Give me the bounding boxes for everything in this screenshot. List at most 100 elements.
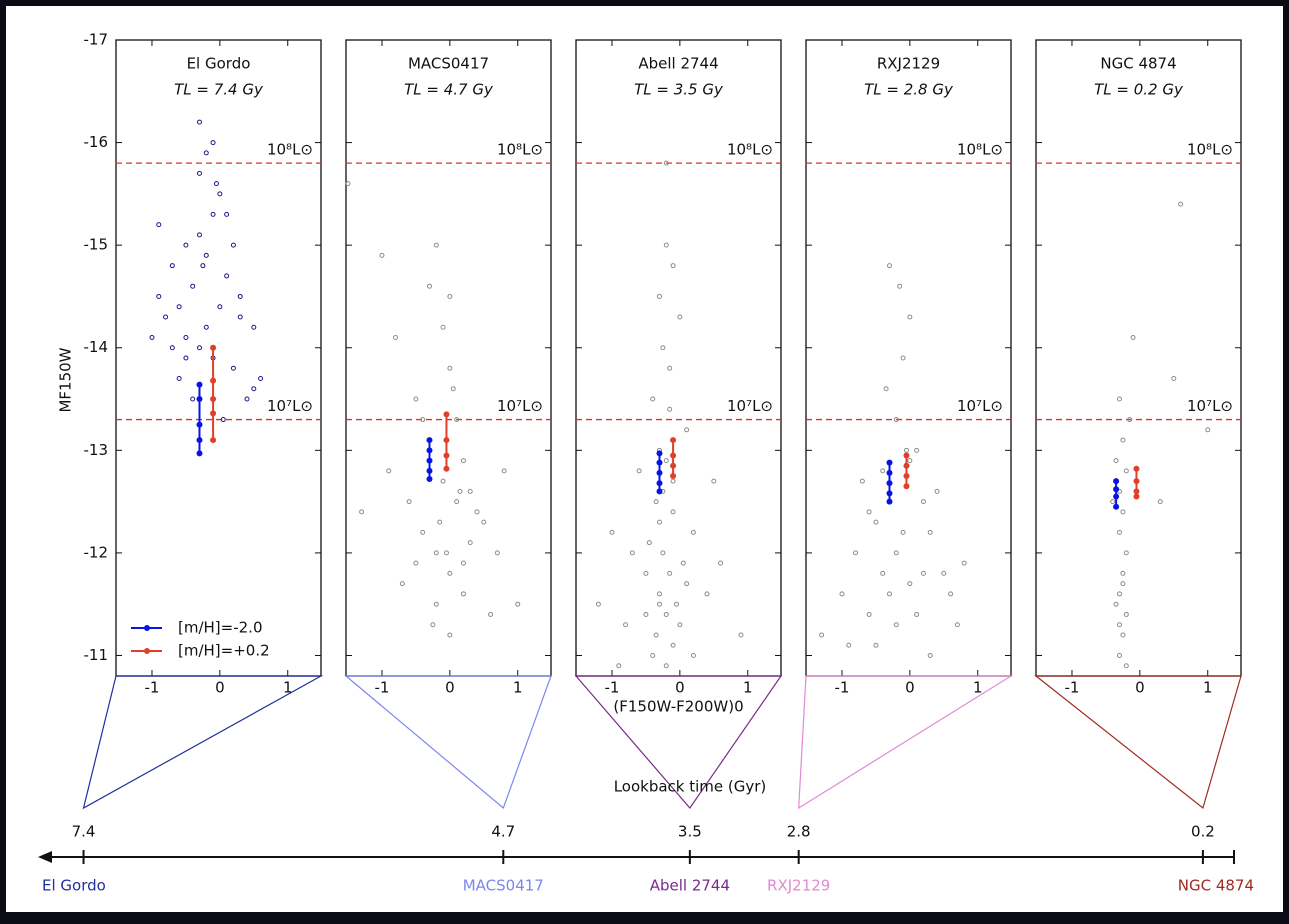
track-point — [656, 488, 663, 495]
galaxy-point — [149, 334, 155, 340]
timeline-tick-label: 2.8 — [787, 823, 811, 841]
galaxy-point — [684, 427, 690, 433]
galaxy-point — [670, 509, 676, 515]
galaxy-point — [948, 591, 954, 597]
track-point — [196, 381, 203, 388]
galaxy-point — [494, 550, 500, 556]
galaxy-point — [203, 324, 209, 330]
track-point — [426, 447, 433, 454]
galaxy-point — [866, 509, 872, 515]
galaxy-point — [595, 601, 601, 607]
track-point — [426, 457, 433, 464]
galaxy-point — [656, 293, 662, 299]
galaxy-point — [880, 468, 886, 474]
galaxy-point — [217, 304, 223, 310]
panel-title: MACS0417 — [408, 55, 489, 73]
x-tick-label: -1 — [374, 679, 389, 697]
reference-label: 10⁸L⊙ — [267, 141, 313, 159]
galaxy-point — [907, 458, 913, 464]
galaxy-point — [846, 642, 852, 648]
galaxy-point — [447, 293, 453, 299]
y-axis-label: MF150W — [57, 347, 75, 412]
track-point — [210, 377, 217, 384]
galaxy-point — [680, 560, 686, 566]
y-tick-label: -16 — [84, 133, 109, 151]
galaxy-point — [210, 211, 216, 217]
timeline-tick-label: 4.7 — [491, 823, 515, 841]
galaxy-point — [1130, 334, 1136, 340]
x-axis-label: (F150W-F200W)0 — [613, 698, 743, 716]
track-point — [656, 450, 663, 457]
galaxy-point — [413, 396, 419, 402]
track-point — [210, 344, 217, 351]
galaxy-point — [839, 591, 845, 597]
galaxy-point — [217, 191, 223, 197]
galaxy-point — [663, 160, 669, 166]
timeline-tick-label: 3.5 — [678, 823, 702, 841]
reference-label: 10⁷L⊙ — [727, 397, 773, 415]
galaxy-point — [488, 611, 494, 617]
galaxy-point — [379, 252, 385, 258]
reference-label: 10⁷L⊙ — [267, 397, 313, 415]
track-point — [210, 396, 217, 403]
galaxy-point — [447, 570, 453, 576]
x-tick-label: 0 — [905, 679, 915, 697]
galaxy-point — [1116, 591, 1122, 597]
galaxy-point — [711, 478, 717, 484]
galaxy-point — [656, 591, 662, 597]
galaxy-point — [660, 345, 666, 351]
galaxy-point — [230, 242, 236, 248]
x-tick-label: 0 — [445, 679, 455, 697]
track-point — [886, 459, 893, 466]
galaxy-point — [460, 560, 466, 566]
galaxy-point — [883, 386, 889, 392]
galaxy-point — [961, 560, 967, 566]
track-point — [443, 411, 450, 418]
galaxy-point — [224, 273, 230, 279]
track-point — [886, 480, 893, 487]
cluster-name: Abell 2744 — [650, 877, 730, 895]
galaxy-point — [258, 376, 264, 382]
galaxy-point — [426, 283, 432, 289]
galaxy-point — [443, 550, 449, 556]
galaxy-point — [169, 345, 175, 351]
track-point — [670, 452, 677, 459]
galaxy-point — [900, 355, 906, 361]
galaxy-point — [467, 540, 473, 546]
galaxy-point — [1113, 458, 1119, 464]
galaxy-point — [1120, 570, 1126, 576]
track-point — [886, 469, 893, 476]
galaxy-point — [629, 550, 635, 556]
galaxy-point — [673, 601, 679, 607]
galaxy-point — [454, 417, 460, 423]
galaxy-point — [903, 447, 909, 453]
galaxy-point — [1171, 376, 1177, 382]
galaxy-point — [420, 417, 426, 423]
track-point — [1113, 478, 1120, 485]
galaxy-point — [920, 570, 926, 576]
galaxy-point — [907, 581, 913, 587]
reference-label: 10⁸L⊙ — [1187, 141, 1233, 159]
galaxy-point — [920, 499, 926, 505]
galaxy-point — [420, 529, 426, 535]
galaxy-point — [450, 386, 456, 392]
galaxy-point — [430, 622, 436, 628]
track-point — [1133, 465, 1140, 472]
galaxy-point — [718, 560, 724, 566]
timeline-tick-label: 0.2 — [1191, 823, 1215, 841]
track-point — [196, 396, 203, 403]
reference-label: 10⁸L⊙ — [497, 141, 543, 159]
track-point — [670, 462, 677, 469]
galaxy-point — [220, 417, 226, 423]
galaxy-point — [1123, 468, 1129, 474]
x-tick-label: 1 — [973, 679, 983, 697]
galaxy-point — [1120, 581, 1126, 587]
x-tick-label: 0 — [215, 679, 225, 697]
track-point — [1133, 488, 1140, 495]
galaxy-point — [893, 550, 899, 556]
galaxy-point — [663, 242, 669, 248]
galaxy-point — [156, 222, 162, 228]
galaxy-point — [893, 622, 899, 628]
panel-title: Abell 2744 — [638, 55, 718, 73]
